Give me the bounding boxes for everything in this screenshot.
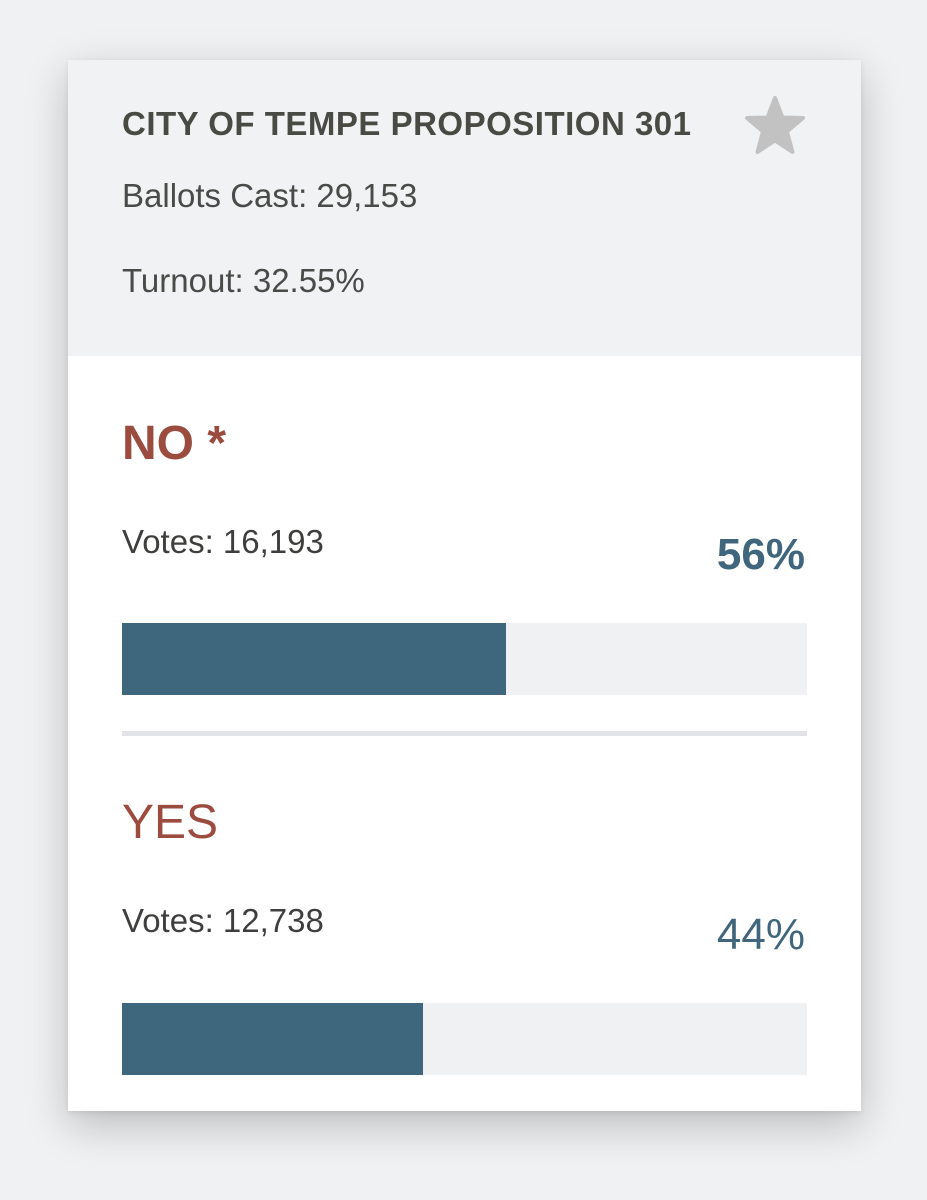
star-icon[interactable] xyxy=(742,93,808,159)
star-shape xyxy=(745,96,805,154)
race-header: CITY OF TEMPE PROPOSITION 301 Ballots Ca… xyxy=(68,60,861,356)
option-percent: 56% xyxy=(716,530,805,579)
option-label: YES xyxy=(122,796,219,849)
race-result-card: CITY OF TEMPE PROPOSITION 301 Ballots Ca… xyxy=(68,60,861,1111)
vote-bar-track xyxy=(122,1003,807,1075)
option-votes: Votes: 16,193 xyxy=(122,523,324,560)
vote-bar-track xyxy=(122,623,807,695)
ballots-cast: Ballots Cast: 29,153 xyxy=(122,177,418,214)
turnout: Turnout: 32.55% xyxy=(122,262,365,299)
vote-bar-fill xyxy=(122,1003,423,1075)
option-votes: Votes: 12,738 xyxy=(122,902,324,939)
option-divider xyxy=(122,731,807,736)
vote-bar-fill xyxy=(122,623,506,695)
option-percent: 44% xyxy=(716,910,805,959)
option-label: NO * xyxy=(122,417,227,470)
race-title: CITY OF TEMPE PROPOSITION 301 xyxy=(122,105,692,142)
